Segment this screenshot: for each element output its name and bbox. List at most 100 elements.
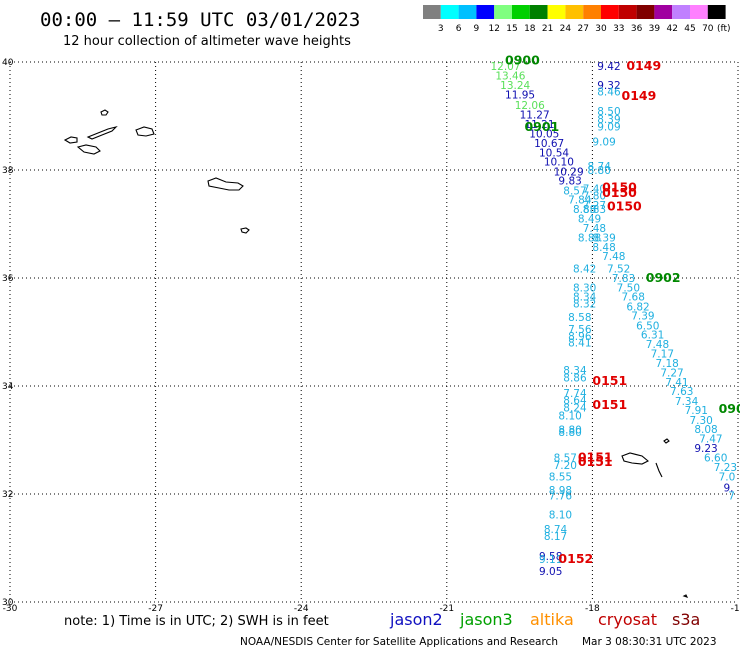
wave-height-label: 7.80	[583, 191, 606, 203]
wave-height-label: 8.39	[592, 232, 615, 244]
wave-height-label: 9.	[723, 482, 733, 494]
scale-swatch	[618, 5, 637, 19]
wave-height-label: 7.56	[568, 324, 592, 336]
scale-swatch	[654, 5, 673, 19]
wave-height-label: 8.57	[563, 185, 586, 197]
scale-label: 39	[649, 24, 661, 34]
wave-height-label: 8.55	[549, 472, 572, 484]
wave-height-label: 11.21	[524, 119, 554, 131]
wave-height-label: 8.80	[558, 427, 581, 439]
wave-height-label: 8.41	[568, 338, 591, 350]
wave-height-label: 9.11	[539, 554, 562, 566]
pass-time-label: 0902	[646, 270, 681, 285]
wave-height-label: 6.50	[636, 320, 659, 332]
chart-title: 00:00 – 11:59 UTC 03/01/2023	[40, 9, 360, 31]
scale-swatch	[690, 5, 708, 19]
pass-time-label: 0149	[622, 88, 657, 103]
pass-time-label: 0151	[592, 373, 627, 388]
island-outlines	[63, 109, 689, 598]
wave-height-label: 8.32	[573, 299, 596, 311]
wave-height-label: 8.83	[583, 204, 606, 216]
data-points: 12.0713.4613.2411.9512.0611.2711.2110.05…	[490, 61, 737, 578]
wave-height-label: 10.29	[554, 166, 584, 178]
color-scale-labels: 3 6 9 12 15 18 21 24 27 30 33 36 39 42 45 70	[438, 24, 714, 34]
wave-height-label: 10.10	[544, 157, 574, 169]
scale-label: 70	[702, 24, 714, 34]
wave-height-label: 8.17	[544, 531, 567, 543]
wave-height-label: 8.24	[563, 402, 587, 414]
scale-label: 21	[542, 24, 553, 34]
scale-label: 9	[474, 24, 480, 34]
scale-swatch	[565, 5, 584, 19]
island-terceira	[135, 126, 155, 137]
scale-swatch	[458, 5, 477, 19]
wave-height-label: 8.74	[588, 161, 612, 173]
time-labels: 0900090109020900149014901500150015001510…	[505, 53, 740, 566]
wave-height-label: 7.34	[675, 396, 699, 408]
wave-height-label: 7.48	[583, 223, 606, 235]
footer-note: note: 1) Time is in UTC; 2) SWH is in fe…	[64, 614, 329, 629]
wave-height-label: 8.10	[558, 410, 581, 422]
wave-height-label: 6.60	[704, 453, 727, 465]
wave-height-label: 8.74	[544, 524, 568, 536]
wave-height-label: 11.95	[505, 90, 535, 102]
legend-jason2: jason2	[389, 610, 443, 629]
pass-time-label: 0151	[578, 450, 613, 465]
y-tick-labels: 30 32 34 36 38 40	[2, 58, 14, 608]
wave-height-label: 7.50	[617, 283, 640, 295]
x-tick-label: -15	[731, 604, 740, 614]
wave-height-label: 8.96	[568, 331, 592, 343]
wave-height-label: 9.09	[592, 137, 615, 149]
wave-height-label: 9.05	[539, 566, 562, 578]
island-porto-santo	[663, 438, 670, 444]
wave-height-label: 8.86	[563, 373, 587, 385]
island-desertas	[655, 462, 663, 478]
scale-label: 27	[577, 24, 588, 34]
scale-swatch	[494, 5, 512, 19]
gridlines	[9, 61, 739, 603]
island-santa-maria	[240, 227, 250, 234]
y-tick-label: 30	[2, 598, 14, 608]
footer-generated: Mar 3 08:30:31 UTC 2023	[582, 636, 717, 648]
pass-time-label: 090	[719, 401, 740, 416]
wave-height-label: 7.48	[602, 251, 625, 263]
wave-height-label: 7.63	[670, 386, 693, 398]
legend-cryosat: cryosat	[598, 610, 657, 629]
y-tick-label: 32	[2, 490, 13, 500]
scale-label: 12	[488, 24, 499, 34]
pass-time-label: 0152	[558, 551, 593, 566]
wave-height-label: 9.23	[694, 443, 717, 455]
wave-height-label: 7.40	[583, 184, 606, 196]
wave-height-label: 8.80	[558, 425, 581, 437]
scale-label: 24	[560, 24, 572, 34]
x-tick-label: -21	[439, 604, 454, 614]
y-tick-label: 38	[2, 166, 14, 176]
scale-swatch	[707, 5, 726, 19]
wave-height-label: 8.80	[588, 165, 611, 177]
wave-height-label: 7.18	[655, 358, 678, 370]
wave-height-label: 7	[728, 490, 735, 502]
wave-height-label: 7.30	[689, 415, 712, 427]
scale-label: 42	[666, 24, 677, 34]
scale-swatch	[423, 5, 441, 19]
island-selvagens	[682, 594, 689, 598]
wave-height-label: 8.88	[573, 204, 596, 216]
wave-height-label: 7.91	[685, 405, 708, 417]
scale-swatch	[583, 5, 601, 19]
wave-height-label: 9.83	[558, 176, 581, 188]
legend-jason3: jason3	[459, 610, 513, 629]
wave-height-label: 8.50	[597, 106, 620, 118]
scale-swatch	[601, 5, 619, 19]
wave-height-label: 7.20	[554, 460, 577, 472]
scale-swatch	[636, 5, 655, 19]
wave-height-label: 7.47	[699, 434, 722, 446]
island-flores	[100, 109, 109, 116]
wave-height-label: 7.41	[665, 377, 688, 389]
island-faial	[63, 136, 78, 144]
legend-s3a: s3a	[672, 610, 700, 629]
wave-height-label: 9.32	[597, 80, 620, 92]
scale-swatch	[529, 5, 548, 19]
wave-height-label: 12.07	[490, 61, 520, 73]
wave-height-label: 8.57	[554, 453, 577, 465]
pass-time-label: 0151	[578, 454, 613, 469]
